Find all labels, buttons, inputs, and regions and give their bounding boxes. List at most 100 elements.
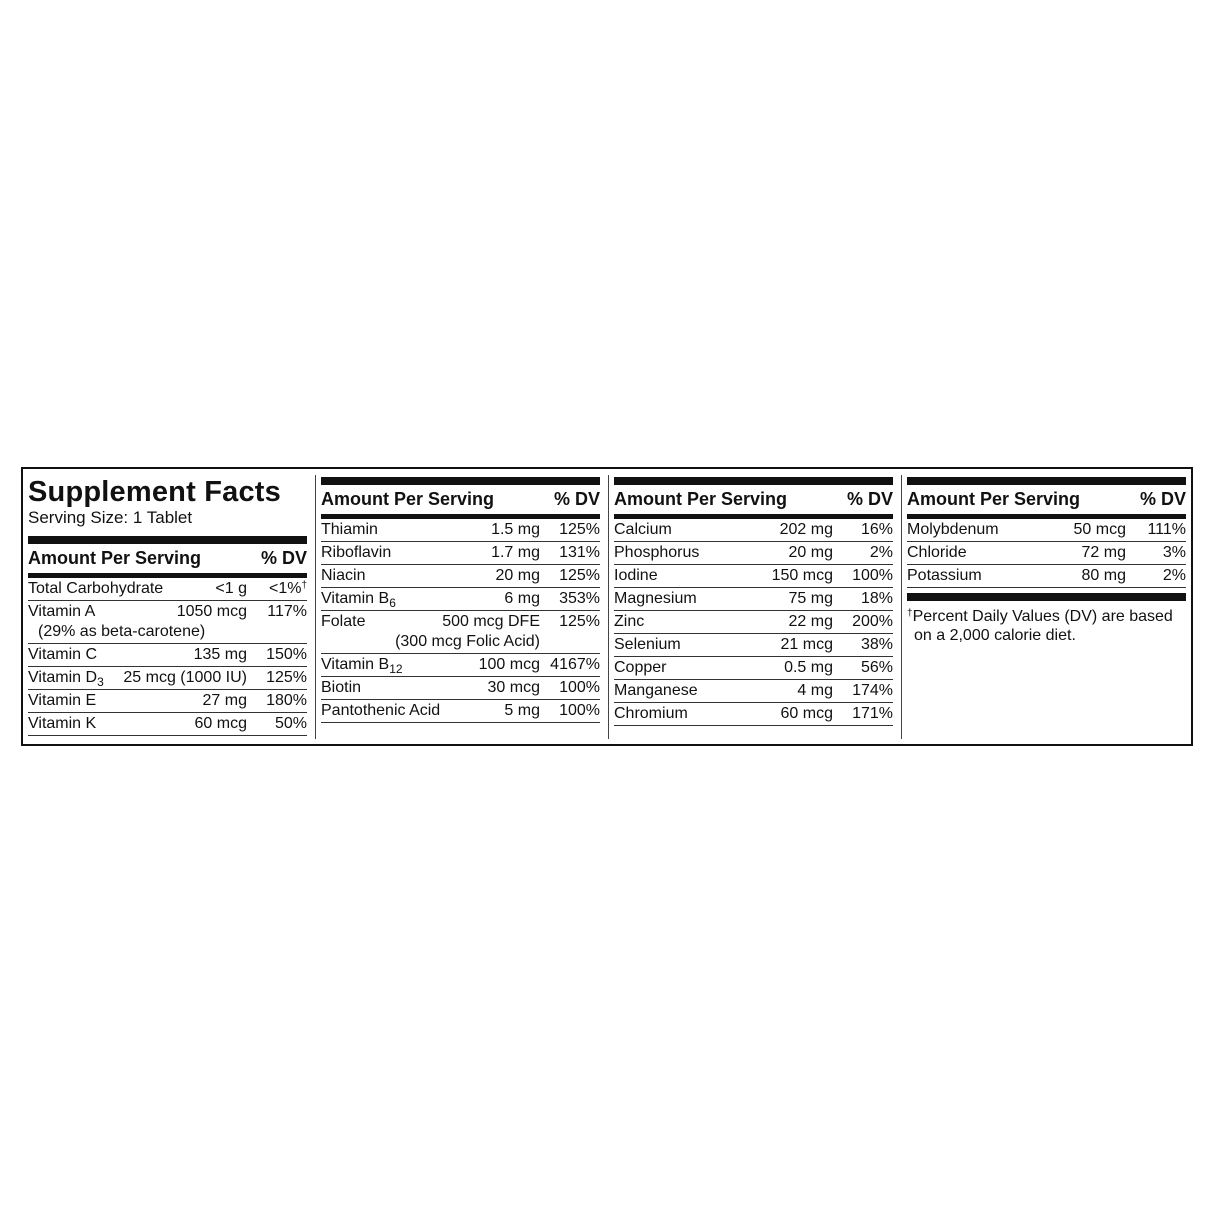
nutrient-name-text: Pantothenic Acid: [321, 702, 441, 719]
nutrient-dv: 131%: [540, 543, 600, 563]
thick-rule: [28, 536, 307, 544]
nutrient-name-text: Molybdenum: [907, 521, 999, 538]
dv-value: 3%: [1162, 544, 1186, 561]
nutrient-dv: 353%: [540, 589, 600, 609]
nutrient-name: Chromium: [614, 704, 781, 724]
nutrient-amount: 1050 mcg: [176, 603, 247, 620]
dv-value: 56%: [860, 659, 893, 676]
nutrient-dv: 16%: [833, 520, 893, 540]
nutrient-row: Zinc 22 mg 200%: [614, 611, 893, 634]
header-dv: % DV: [553, 489, 600, 509]
nutrient-dv: 200%: [833, 612, 893, 632]
column-divider: [315, 475, 316, 739]
nutrient-name-text: Potassium: [907, 567, 982, 584]
dv-value: 100%: [852, 567, 893, 584]
nutrient-name: Phosphorus: [614, 543, 789, 563]
nutrient-row: Magnesium 75 mg 18%: [614, 588, 893, 611]
nutrient-amount: 60 mcg: [194, 715, 247, 732]
nutrient-dv: 117%: [247, 602, 307, 622]
nutrient-name: Vitamin B6: [321, 589, 504, 609]
dv-value: 125%: [559, 521, 600, 538]
nutrient-name: Calcium: [614, 520, 780, 540]
nutrient-amount: 135 mg: [193, 646, 247, 663]
dv-value: 16%: [860, 521, 893, 538]
nutrient-row: Vitamin D3 25 mcg (1000 IU) 125%: [28, 667, 307, 690]
nutrient-name-text: Manganese: [614, 682, 698, 699]
dv-value: 200%: [852, 613, 893, 630]
nutrient-dv: 100%: [833, 566, 893, 586]
nutrient-name: Vitamin C: [28, 645, 194, 665]
nutrient-amount: 20 mg: [495, 567, 540, 584]
nutrient-name: Riboflavin: [321, 543, 491, 563]
nutrient-name-text: Vitamin D: [28, 669, 98, 686]
nutrient-name: Copper: [614, 658, 784, 678]
nutrient-dv: 180%: [247, 691, 307, 711]
nutrient-note: (300 mcg Folic Acid): [395, 633, 540, 650]
nutrient-name-text: Iodine: [614, 567, 658, 584]
nutrient-dv: 111%: [1126, 520, 1186, 540]
nutrient-row: Biotin 30 mcg 100%: [321, 677, 600, 700]
nutrient-name-text: Magnesium: [614, 590, 697, 607]
nutrient-name-text: Vitamin K: [28, 715, 97, 732]
dv-value: 180%: [266, 692, 307, 709]
nutrient-row: Chloride 72 mg 3%: [907, 542, 1186, 565]
dv-value: 2%: [869, 544, 893, 561]
nutrient-row: Vitamin A 1050 mcg 117% (29% as beta-carote…: [28, 601, 307, 644]
nutrient-dv: 100%: [540, 678, 600, 698]
nutrient-dv: 100%: [540, 701, 600, 721]
nutrient-name-text: Thiamin: [321, 521, 378, 538]
nutrient-amount: 20 mg: [788, 544, 833, 561]
column-1: Supplement Facts Serving Size: 1 Tablet …: [28, 469, 307, 736]
nutrient-row: Iodine 150 mcg 100%: [614, 565, 893, 588]
nutrient-name-text: Chromium: [614, 705, 688, 722]
nutrient-amount: 6 mg: [504, 590, 540, 607]
nutrient-name: Manganese: [614, 681, 797, 701]
header-amount: Amount Per Serving: [614, 489, 788, 509]
nutrient-name: Iodine: [614, 566, 772, 586]
nutrient-name: Thiamin: [321, 520, 491, 540]
header-dv: % DV: [846, 489, 893, 509]
nutrient-name: Vitamin B12: [321, 655, 479, 675]
dv-value: 125%: [559, 613, 600, 630]
nutrient-name: Selenium: [614, 635, 781, 655]
nutrient-row: Riboflavin 1.7 mg 131%: [321, 542, 600, 565]
dv-value: 18%: [860, 590, 893, 607]
nutrient-amount: 22 mg: [788, 613, 833, 630]
nutrient-dv: 3%: [1126, 543, 1186, 563]
footnote-text: Percent Daily Values (DV) are based: [912, 608, 1173, 625]
thick-rule: [907, 477, 1186, 485]
header-amount: Amount Per Serving: [321, 489, 495, 509]
dv-value: 125%: [266, 669, 307, 686]
nutrient-name-text: Copper: [614, 659, 667, 676]
nutrient-amount: 4 mg: [797, 682, 833, 699]
header-dv: % DV: [1139, 489, 1186, 509]
nutrient-amount: 50 mcg: [1073, 521, 1126, 538]
dv-value: 117%: [267, 603, 307, 620]
nutrient-amount: 100 mcg: [478, 656, 540, 673]
nutrient-dv: 125%: [247, 668, 307, 688]
nutrient-amount: 30 mcg: [487, 679, 540, 696]
nutrient-dv: 150%: [247, 645, 307, 665]
dv-value: 171%: [852, 705, 893, 722]
nutrient-amount: 60 mcg: [780, 705, 833, 722]
nutrient-amount: 150 mcg: [771, 567, 833, 584]
column-divider: [608, 475, 609, 739]
nutrient-name: Potassium: [907, 566, 1082, 586]
footnote-line-1: †Percent Daily Values (DV) are based: [907, 607, 1186, 626]
dv-value: 174%: [852, 682, 893, 699]
nutrient-name-text: Chloride: [907, 544, 967, 561]
nutrient-row: Phosphorus 20 mg 2%: [614, 542, 893, 565]
dv-value: 2%: [1162, 567, 1186, 584]
nutrient-name: Pantothenic Acid: [321, 701, 504, 721]
footnote-line-2: on a 2,000 calorie diet.: [914, 627, 1076, 644]
nutrient-subscript: 6: [389, 596, 396, 610]
header-row: Amount Per Serving % DV: [907, 485, 1186, 514]
dv-value: 4167%: [550, 656, 600, 673]
dv-value: 50%: [274, 715, 307, 732]
nutrient-name: Folate: [321, 612, 442, 632]
nutrient-name-text: Phosphorus: [614, 544, 700, 561]
dv-value: 131%: [559, 544, 600, 561]
thick-rule: [614, 477, 893, 485]
nutrient-dv: 174%: [833, 681, 893, 701]
nutrient-amount: 80 mg: [1081, 567, 1126, 584]
